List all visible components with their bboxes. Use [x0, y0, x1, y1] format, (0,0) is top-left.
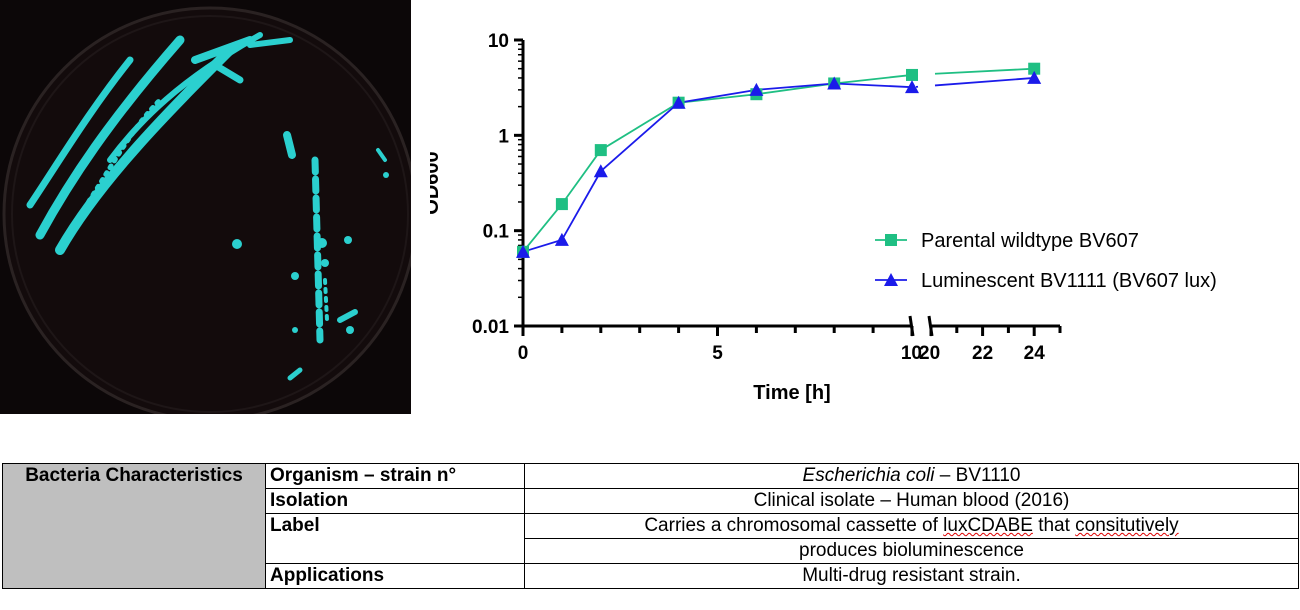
data-point	[594, 144, 607, 157]
data-point	[516, 244, 530, 258]
bacteria-characteristics-table: Bacteria Characteristics Organism – stra…	[2, 463, 1299, 589]
row-key-label: Label	[265, 513, 525, 564]
data-point	[749, 82, 764, 96]
y-tick-label: 10	[488, 31, 509, 52]
chart-legend: Parental wildtype BV607 Luminescent BV111…	[875, 230, 1217, 292]
table-row: Label Carries a chromosomal cassette of …	[3, 513, 1299, 564]
y-axis-ticks: 10 1 0.1 0.01	[472, 31, 523, 338]
legend-marker	[884, 273, 898, 286]
data-point	[906, 68, 918, 81]
series-markers	[516, 62, 1042, 258]
legend-marker	[885, 234, 897, 246]
data-point	[827, 76, 842, 90]
y-tick-label: 0.1	[483, 222, 510, 243]
row-key-isolation: Isolation	[265, 488, 525, 514]
table-row: Applications Multi-drug resistant strain…	[3, 563, 1299, 589]
label-text-consitutively: consitutively	[1075, 515, 1179, 536]
row-key-organism: Organism – strain n°	[265, 463, 525, 489]
row-value-isolation: Clinical isolate – Human blood (2016)	[524, 488, 1299, 514]
data-point	[671, 95, 686, 109]
x-tick-label: 22	[972, 343, 993, 364]
table-row: Isolation Clinical isolate – Human blood…	[3, 488, 1299, 514]
series-line-break-segment	[934, 77, 1035, 87]
x-tick-label: 10	[901, 343, 922, 364]
y-tick-label: 0.01	[472, 317, 509, 338]
data-point	[905, 80, 919, 94]
table-row: Bacteria Characteristics Organism – stra…	[2, 463, 1299, 589]
organism-species: Escherichia coli	[802, 465, 935, 486]
data-point	[555, 198, 568, 211]
series-line-luminescent	[522, 82, 913, 253]
y-tick-label: 1	[498, 126, 509, 147]
x-tick-label: 5	[712, 343, 723, 364]
row-value-organism: Escherichia coli – BV1110	[524, 463, 1299, 489]
series-lines	[522, 67, 1035, 253]
y-axis-label: OD600	[430, 151, 443, 214]
x-tick-label: 20	[919, 343, 940, 364]
x-tick-label: 24	[1024, 343, 1046, 364]
label-text-c: that	[1032, 515, 1076, 536]
row-key-applications: Applications	[265, 563, 525, 589]
petri-dish-photo	[0, 0, 411, 414]
series-line-parental	[522, 74, 913, 253]
data-point	[593, 164, 608, 178]
row-value-label-line2: produces bioluminescence	[524, 538, 1299, 564]
legend-label: Parental wildtype BV607	[921, 230, 1139, 252]
label-text-a: Carries a chromosomal cassette of	[644, 515, 944, 536]
data-point	[1027, 70, 1042, 84]
row-value-label-line1: Carries a chromosomal cassette of luxCDA…	[524, 513, 1299, 539]
data-point	[1028, 62, 1041, 75]
row-value-applications: Multi-drug resistant strain.	[524, 563, 1299, 589]
label-text-lux: luxCDABE	[943, 515, 1033, 536]
legend-label: Luminescent BV1111 (BV607 lux)	[921, 270, 1217, 292]
x-tick-label: 0	[518, 343, 529, 364]
table-header-cell: Bacteria Characteristics	[2, 463, 266, 589]
data-point	[554, 232, 569, 246]
organism-strain: – BV1110	[934, 465, 1021, 486]
series-line-break-segment	[934, 67, 1035, 75]
x-axis-label: Time [h]	[753, 382, 830, 404]
